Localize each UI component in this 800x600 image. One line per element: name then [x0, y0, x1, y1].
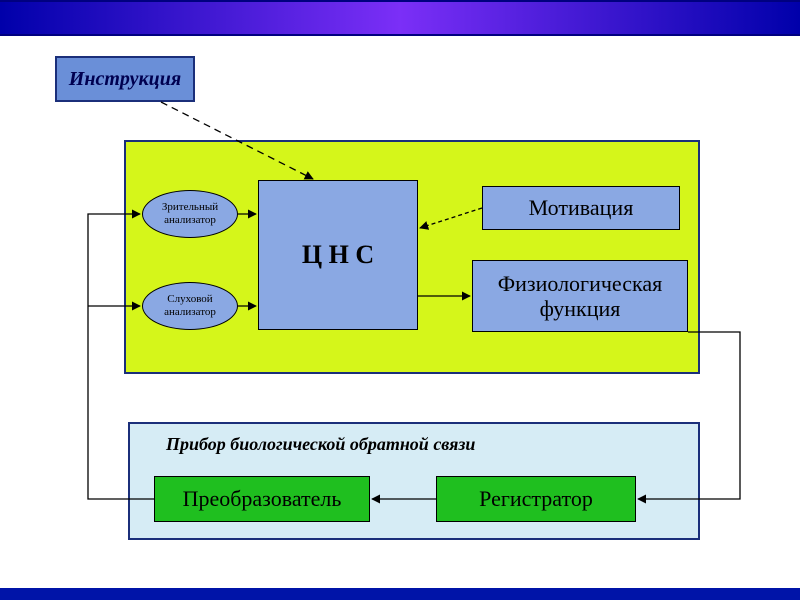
device-title-label: Прибор биологической обратной связи	[166, 434, 475, 454]
visual-analyzer-label: Зрительный анализатор	[162, 201, 218, 226]
converter-box: Преобразователь	[154, 476, 370, 522]
bottom-strip	[0, 588, 800, 600]
visual-analyzer: Зрительный анализатор	[142, 190, 238, 238]
cns-box: Ц Н С	[258, 180, 418, 330]
auditory-analyzer-label: Слуховой анализатор	[164, 293, 216, 318]
motivation-label: Мотивация	[529, 195, 634, 220]
physio-box: Физиологическая функция	[472, 260, 688, 332]
auditory-analyzer: Слуховой анализатор	[142, 282, 238, 330]
motivation-box: Мотивация	[482, 186, 680, 230]
instruction-label: Инструкция	[69, 68, 181, 91]
registrar-label: Регистратор	[479, 486, 593, 511]
device-title: Прибор биологической обратной связи	[166, 434, 475, 455]
cns-label: Ц Н С	[302, 240, 374, 270]
physio-label: Физиологическая функция	[479, 271, 681, 322]
instruction-box: Инструкция	[55, 56, 195, 102]
converter-label: Преобразователь	[183, 486, 342, 511]
top-gradient-bar	[0, 0, 800, 36]
registrar-box: Регистратор	[436, 476, 636, 522]
